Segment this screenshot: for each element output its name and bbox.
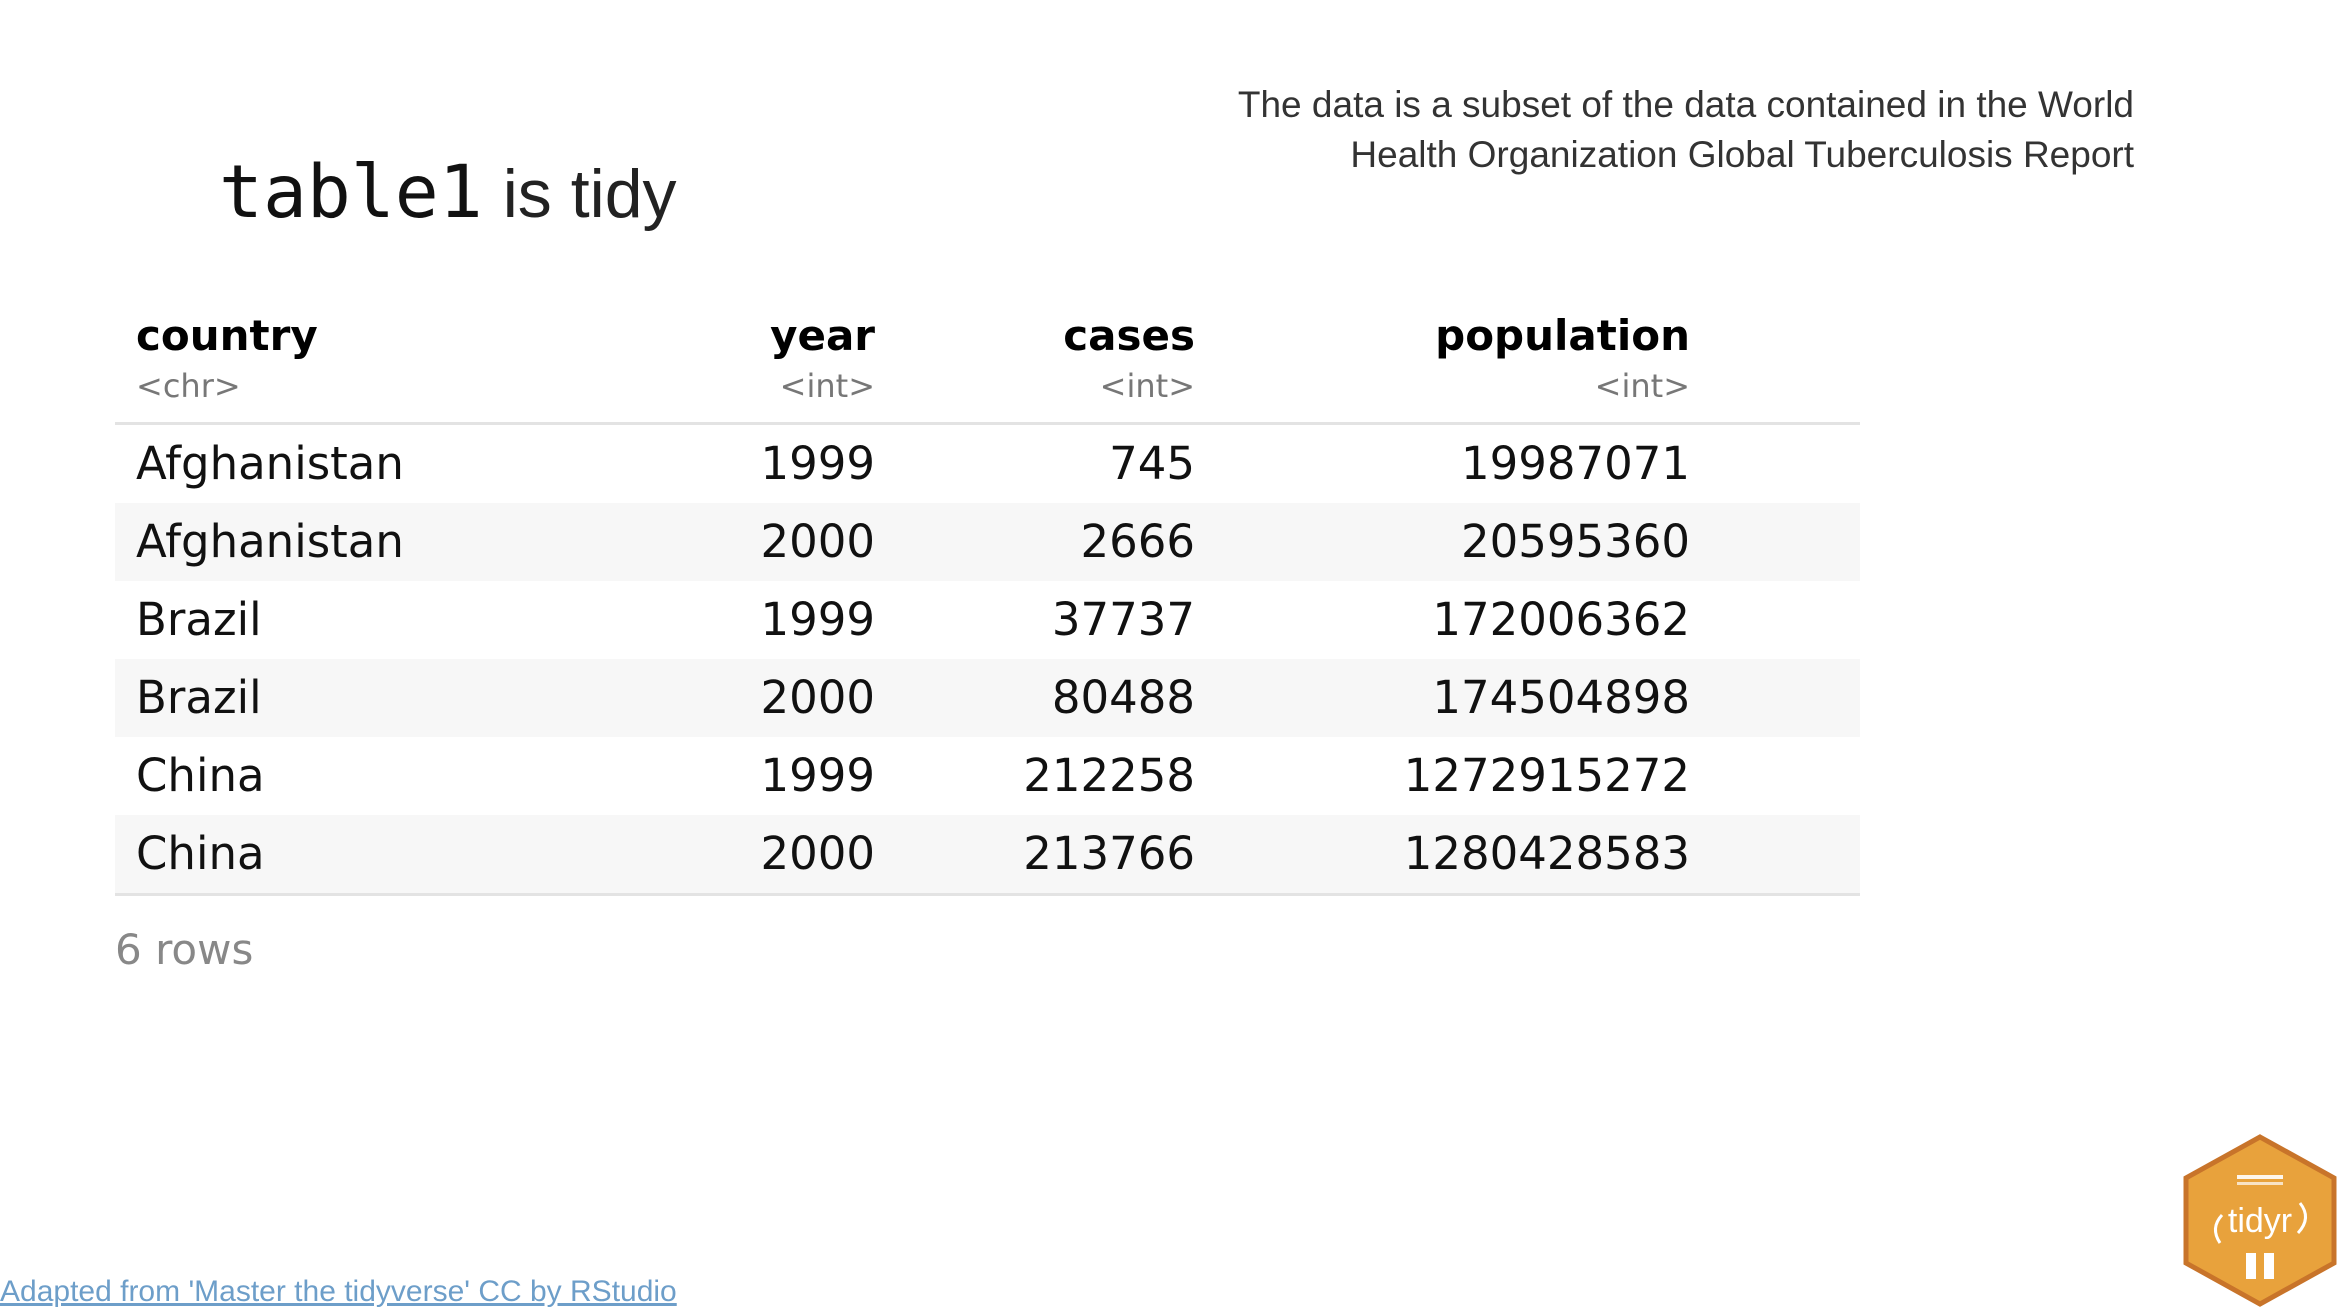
table-cell: 1999 [760,593,875,646]
table-cell: 2000 [760,671,875,724]
table-cell: 19987071 [1460,437,1690,490]
table-header-row: country <chr> year <int> cases <int> pop… [115,305,1860,425]
table-cell: Afghanistan [136,515,404,568]
column-header-name: country [136,311,318,360]
column-header-name: population [1435,311,1690,360]
data-table: country <chr> year <int> cases <int> pop… [115,305,1860,896]
column-header-type: <int> [1594,367,1690,405]
slide-title: table1 is tidy [219,150,677,235]
table-cell: Afghanistan [136,437,404,490]
column-header-name: cases [1063,311,1195,360]
tidyr-hex-logo-icon: tidyr [2180,1133,2340,1308]
column-header-type: <int> [779,367,875,405]
title-code: table1 [219,150,483,235]
table-cell: China [136,749,265,802]
table-cell: 213766 [1023,827,1195,880]
source-note: The data is a subset of the data contain… [1237,84,2134,175]
table-cell: 745 [1109,437,1195,490]
table-cell: 80488 [1051,671,1195,724]
table-row: Brazil 2000 80488 174504898 [115,659,1860,737]
table-cell: 1999 [760,437,875,490]
table-cell: Brazil [136,593,262,646]
column-header-name: year [770,311,875,360]
table-cell: China [136,827,265,880]
table-cell: 174504898 [1432,671,1690,724]
table-row: China 2000 213766 1280428583 [115,815,1860,896]
table-cell: 37737 [1051,593,1195,646]
row-count-label: 6 rows [115,925,254,974]
column-header-type: <chr> [136,367,241,405]
logo-text: tidyr [2228,1202,2292,1240]
table-cell: 1999 [760,749,875,802]
table-row: Afghanistan 2000 2666 20595360 [115,503,1860,581]
table-cell: 2666 [1080,515,1195,568]
table-row: Afghanistan 1999 745 19987071 [115,425,1860,503]
table-cell: 1272915272 [1403,749,1690,802]
table-row: China 1999 212258 1272915272 [115,737,1860,815]
title-text: is tidy [502,156,677,232]
table-cell: 2000 [760,827,875,880]
table-cell: 212258 [1023,749,1195,802]
table-cell: 172006362 [1432,593,1690,646]
table-cell: 1280428583 [1403,827,1690,880]
column-header-type: <int> [1099,367,1195,405]
table-row: Brazil 1999 37737 172006362 [115,581,1860,659]
table-cell: Brazil [136,671,262,724]
table-cell: 20595360 [1460,515,1690,568]
table-cell: 2000 [760,515,875,568]
credit-link[interactable]: Adapted from 'Master the tidyverse' CC b… [0,1275,677,1308]
